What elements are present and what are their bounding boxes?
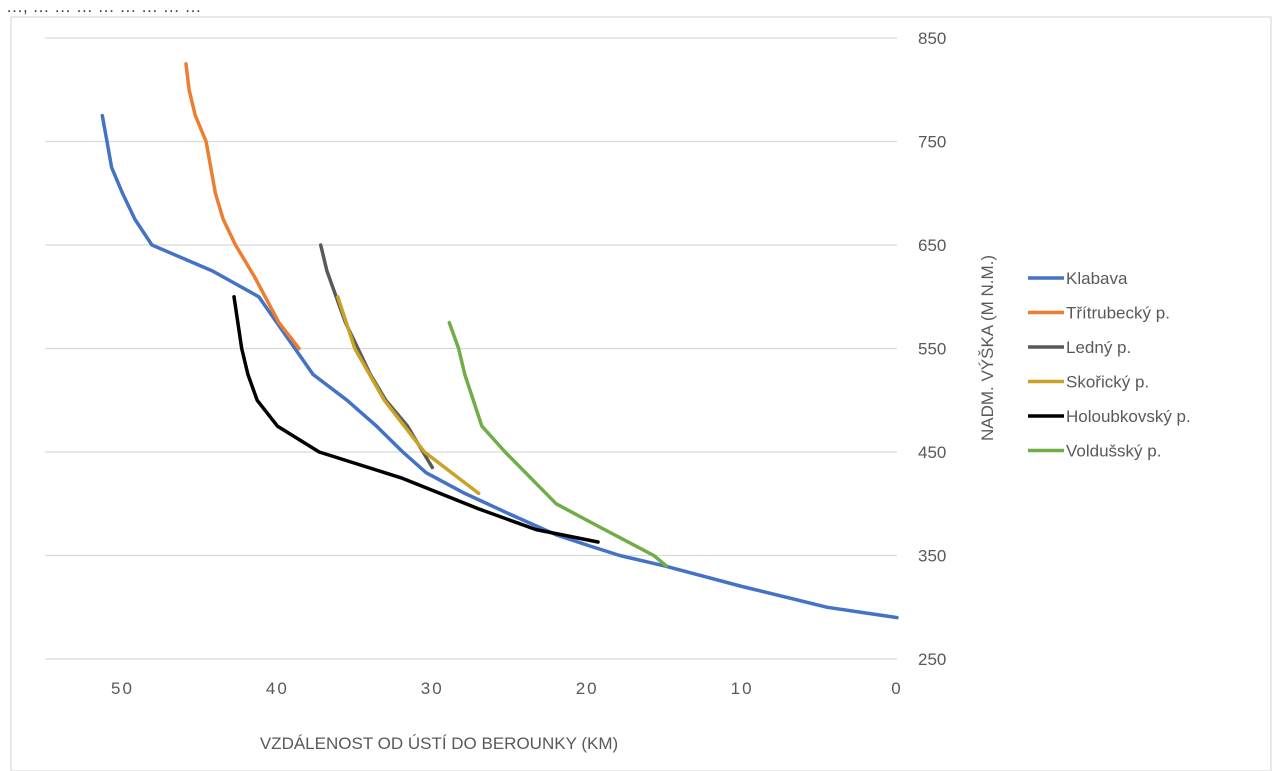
y-tick-label: 250 — [918, 650, 946, 669]
x-tick-label: 40 — [266, 679, 289, 698]
x-tick-labels: 50 40 30 20 10 0 — [111, 679, 902, 698]
y-tick-labels: 250 350 450 550 650 750 850 — [918, 29, 946, 669]
legend-label: Klabava — [1066, 269, 1128, 288]
series-line-5 — [447, 320, 668, 568]
x-tick-label: 50 — [111, 679, 134, 698]
legend: Klabava Třítrubecký p. Ledný p. Skořický p.… — [1028, 269, 1191, 461]
y-tick-label: 850 — [918, 29, 946, 48]
y-tick-label: 450 — [918, 443, 946, 462]
x-tick-label: 0 — [891, 679, 902, 698]
x-tick-label: 10 — [731, 679, 754, 698]
legend-label: Holoubkovský p. — [1066, 407, 1191, 426]
x-tick-label: 20 — [576, 679, 599, 698]
y-tick-label: 750 — [918, 133, 946, 152]
series-line-0 — [100, 113, 899, 620]
series-line-1 — [184, 62, 301, 351]
y-tick-label: 650 — [918, 236, 946, 255]
legend-label: Ledný p. — [1066, 338, 1131, 357]
series-line-3 — [336, 295, 481, 496]
series-line-2 — [318, 243, 435, 470]
gridlines — [45, 37, 897, 660]
cropped-header-text: …, … … … … … … … … — [6, 0, 202, 16]
y-tick-label: 550 — [918, 340, 946, 359]
chart-frame — [10, 16, 1272, 771]
y-axis-title: NADM. VÝŠKA (M N.M.) — [978, 255, 997, 441]
series-line-4 — [232, 295, 600, 544]
y-tick-label: 350 — [918, 547, 946, 566]
legend-label: Třítrubecký p. — [1066, 304, 1170, 323]
x-tick-label: 30 — [421, 679, 444, 698]
x-axis-title: VZDÁLENOST OD ÚSTÍ DO BEROUNKY (KM) — [260, 734, 618, 753]
series-lines — [100, 62, 899, 620]
legend-label: Voldušský p. — [1066, 442, 1161, 461]
legend-label: Skořický p. — [1066, 373, 1149, 392]
